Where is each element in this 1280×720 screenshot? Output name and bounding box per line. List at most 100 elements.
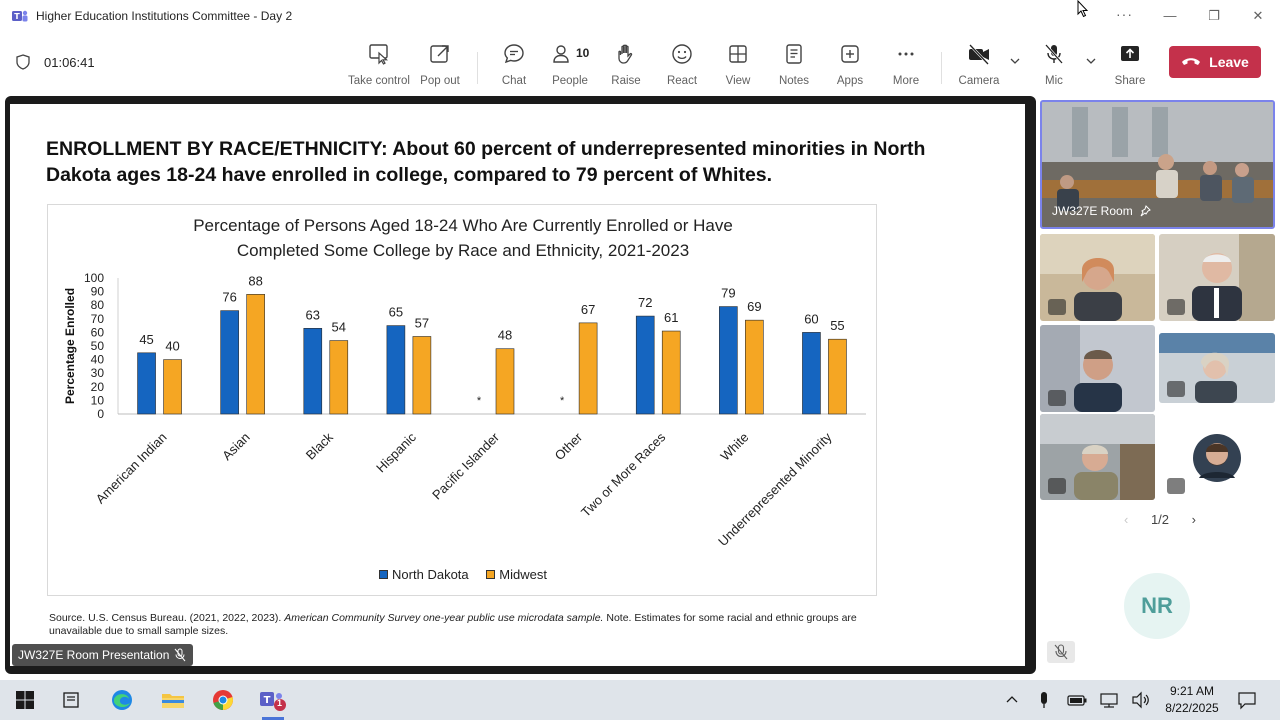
participant-tile[interactable] bbox=[1040, 234, 1155, 321]
data-label: 60 bbox=[804, 311, 818, 326]
mic-button[interactable]: Mic bbox=[1022, 40, 1086, 88]
presenter-name-tag: JW327E Room Presentation bbox=[12, 644, 193, 666]
chevron-up-icon[interactable] bbox=[1002, 688, 1022, 712]
notes-icon bbox=[786, 44, 802, 64]
y-tick-label: 80 bbox=[91, 298, 105, 312]
view-button[interactable]: View bbox=[706, 40, 770, 88]
notes-button[interactable]: Notes bbox=[762, 40, 826, 88]
participant-tile[interactable] bbox=[1040, 414, 1155, 500]
source-suffix: Note. Estimates for some racial and ethn… bbox=[49, 612, 857, 637]
people-button[interactable]: 10 People bbox=[538, 40, 602, 88]
bar-midwest bbox=[578, 322, 598, 415]
source-italic: American Community Survey one-year publi… bbox=[284, 612, 604, 624]
previous-page-icon[interactable]: ‹ bbox=[1124, 512, 1129, 527]
teams-taskbar-icon[interactable]: T bbox=[258, 688, 288, 712]
windows-start-icon[interactable] bbox=[12, 688, 38, 712]
participant-tile-room[interactable]: JW327E Room bbox=[1040, 100, 1275, 229]
shared-slide: ENROLLMENT BY RACE/ETHNICITY: About 60 p… bbox=[10, 104, 1025, 666]
mic-off-icon bbox=[1167, 381, 1185, 397]
page-indicator: 1/2 bbox=[1150, 512, 1170, 527]
share-button[interactable]: Share bbox=[1098, 40, 1162, 88]
microphone-tray-icon[interactable] bbox=[1034, 688, 1054, 712]
raise-hand-button[interactable]: Raise bbox=[594, 40, 658, 88]
data-label: 65 bbox=[389, 305, 403, 320]
y-tick-label: 40 bbox=[91, 353, 105, 367]
category-label: Other bbox=[552, 429, 586, 463]
mic-options-chevron-icon[interactable] bbox=[1084, 54, 1098, 68]
minimize-button[interactable]: — bbox=[1163, 8, 1177, 23]
category-label: Black bbox=[303, 429, 336, 462]
ellipsis-icon bbox=[898, 52, 914, 56]
y-tick-label: 60 bbox=[91, 325, 105, 339]
data-label: 76 bbox=[222, 290, 236, 305]
data-label: 88 bbox=[248, 273, 262, 288]
apps-button[interactable]: Apps bbox=[818, 40, 882, 88]
people-count-badge: 10 bbox=[576, 46, 590, 60]
bar-north-dakota bbox=[802, 332, 821, 415]
participant-video bbox=[1040, 414, 1155, 500]
participant-pager: ‹ 1/2 › bbox=[1124, 512, 1196, 527]
view-label: View bbox=[725, 75, 751, 87]
pop-out-button[interactable]: Pop out bbox=[408, 40, 472, 88]
mic-off-icon bbox=[1048, 478, 1066, 494]
source-note: Source. U.S. Census Bureau. (2021, 2022,… bbox=[49, 612, 869, 638]
next-page-icon[interactable]: › bbox=[1191, 512, 1196, 527]
restore-button[interactable]: ❐ bbox=[1208, 8, 1220, 23]
people-label: People bbox=[552, 75, 588, 87]
room-video-feed bbox=[1042, 102, 1273, 227]
chart-legend: North Dakota Midwest bbox=[48, 567, 878, 582]
y-tick-label: 10 bbox=[91, 393, 105, 407]
participant-video bbox=[1040, 234, 1155, 321]
data-label: 55 bbox=[830, 318, 844, 333]
participant-tile[interactable] bbox=[1159, 414, 1275, 500]
participant-tile[interactable] bbox=[1159, 234, 1275, 321]
mic-off-icon bbox=[1167, 299, 1185, 315]
mic-off-icon bbox=[174, 648, 186, 662]
toolbar-divider bbox=[941, 52, 942, 84]
participant-tile[interactable] bbox=[1040, 325, 1155, 412]
system-clock[interactable]: 9:21 AM 8/22/2025 bbox=[1160, 683, 1224, 717]
notification-center-icon[interactable] bbox=[1236, 688, 1258, 712]
participant-tile[interactable] bbox=[1159, 333, 1275, 403]
file-explorer-icon[interactable] bbox=[160, 688, 186, 712]
task-view-icon[interactable] bbox=[58, 688, 84, 712]
missing-data-marker: * bbox=[560, 395, 565, 407]
leave-button[interactable]: Leave bbox=[1169, 46, 1261, 78]
take-control-button[interactable]: Take control bbox=[346, 40, 412, 88]
y-tick-label: 0 bbox=[97, 407, 104, 421]
bar-midwest bbox=[828, 338, 847, 415]
more-button[interactable]: More bbox=[874, 40, 938, 88]
participant-video bbox=[1159, 333, 1275, 403]
data-label: 45 bbox=[139, 332, 153, 347]
data-label: 67 bbox=[581, 302, 595, 317]
slide-heading: ENROLLMENT BY RACE/ETHNICITY: About 60 p… bbox=[46, 138, 926, 186]
camera-label: Camera bbox=[958, 75, 1000, 87]
network-icon[interactable] bbox=[1098, 688, 1120, 712]
react-button[interactable]: React bbox=[650, 40, 714, 88]
shield-icon bbox=[16, 54, 30, 70]
close-button[interactable]: ✕ bbox=[1252, 8, 1264, 23]
source-prefix: Source. U.S. Census Bureau. (2021, 2022,… bbox=[49, 612, 285, 624]
category-label: Asian bbox=[219, 430, 253, 464]
bar-north-dakota bbox=[137, 352, 156, 415]
chat-icon bbox=[504, 44, 524, 64]
more-label: More bbox=[892, 75, 920, 87]
camera-button[interactable]: Camera bbox=[947, 40, 1011, 88]
active-app-indicator bbox=[262, 717, 284, 720]
chat-button[interactable]: Chat bbox=[482, 40, 546, 88]
avatar-initials[interactable]: NR bbox=[1124, 573, 1190, 639]
bar-north-dakota bbox=[386, 325, 406, 415]
pin-icon[interactable] bbox=[1139, 205, 1151, 217]
more-options-icon[interactable]: ··· bbox=[1116, 6, 1133, 22]
share-label: Share bbox=[1114, 75, 1146, 87]
data-label: 54 bbox=[332, 320, 346, 335]
chrome-browser-icon[interactable] bbox=[210, 688, 236, 712]
y-axis-label: Percentage Enrolled bbox=[63, 288, 77, 404]
mic-off-icon bbox=[1047, 641, 1075, 663]
category-label: Pacific Islander bbox=[429, 429, 502, 502]
volume-icon[interactable] bbox=[1130, 688, 1152, 712]
battery-icon[interactable] bbox=[1066, 688, 1088, 712]
bar-north-dakota bbox=[220, 310, 239, 415]
camera-options-chevron-icon[interactable] bbox=[1008, 54, 1022, 68]
edge-browser-icon[interactable] bbox=[109, 688, 135, 712]
